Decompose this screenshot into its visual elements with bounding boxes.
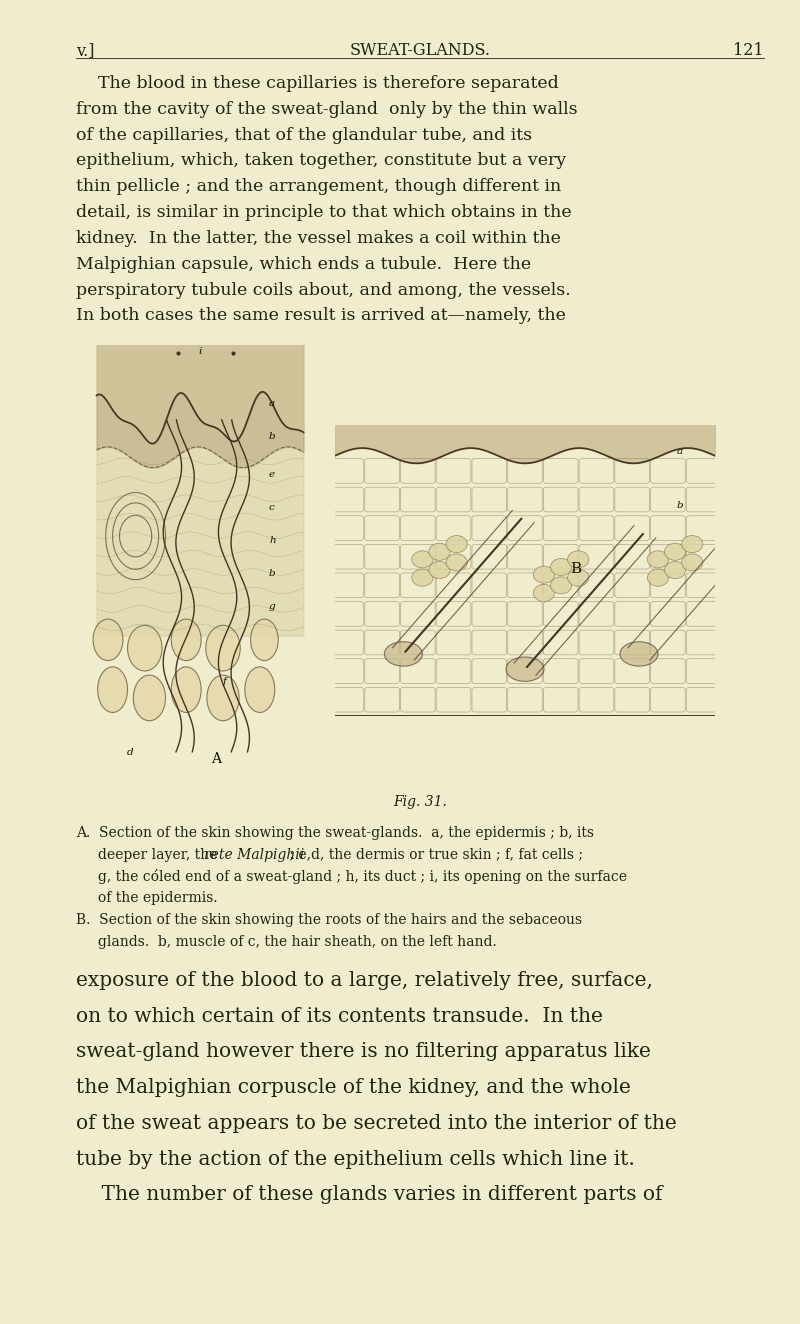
- Text: b: b: [269, 569, 276, 579]
- Text: on to which certain of its contents transude.  In the: on to which certain of its contents tran…: [76, 1006, 603, 1026]
- Text: thin pellicle ; and the arrangement, though different in: thin pellicle ; and the arrangement, tho…: [76, 179, 562, 195]
- Text: In both cases the same result is arrived at—namely, the: In both cases the same result is arrived…: [76, 307, 566, 324]
- Ellipse shape: [127, 625, 162, 671]
- Text: exposure of the blood to a large, relatively free, surface,: exposure of the blood to a large, relati…: [76, 970, 653, 990]
- Ellipse shape: [98, 667, 127, 712]
- Ellipse shape: [506, 657, 544, 682]
- Circle shape: [682, 536, 703, 552]
- Circle shape: [550, 559, 572, 576]
- Text: rete Malpighii: rete Malpighii: [204, 847, 304, 862]
- Ellipse shape: [245, 667, 274, 712]
- Text: the Malpighian corpuscle of the kidney, and the whole: the Malpighian corpuscle of the kidney, …: [76, 1078, 631, 1098]
- Text: f: f: [223, 677, 227, 686]
- Text: a: a: [269, 399, 275, 408]
- Circle shape: [534, 567, 554, 583]
- Circle shape: [446, 536, 467, 552]
- Text: detail, is similar in principle to that which obtains in the: detail, is similar in principle to that …: [76, 204, 572, 221]
- Text: d: d: [126, 748, 133, 757]
- Text: Fig. 31.: Fig. 31.: [393, 796, 447, 809]
- Circle shape: [446, 553, 467, 571]
- Text: a: a: [677, 446, 683, 455]
- Text: of the epidermis.: of the epidermis.: [76, 891, 218, 906]
- Text: g, the cóled end of a sweat-gland ; h, its duct ; i, its opening on the surface: g, the cóled end of a sweat-gland ; h, …: [76, 870, 627, 884]
- Text: SWEAT-GLANDS.: SWEAT-GLANDS.: [350, 42, 490, 60]
- Text: deeper layer, the: deeper layer, the: [76, 847, 222, 862]
- Text: b: b: [269, 433, 276, 441]
- Circle shape: [412, 551, 433, 568]
- Ellipse shape: [171, 620, 201, 661]
- Circle shape: [412, 569, 433, 587]
- Ellipse shape: [207, 675, 239, 720]
- Circle shape: [534, 584, 554, 601]
- Text: h: h: [269, 536, 276, 545]
- Text: B.  Section of the skin showing the roots of the hairs and the sebaceous: B. Section of the skin showing the roots…: [76, 914, 582, 927]
- Text: tube by the action of the epithelium cells which line it.: tube by the action of the epithelium cel…: [76, 1149, 635, 1169]
- Text: b: b: [677, 502, 684, 511]
- Text: g: g: [269, 602, 276, 612]
- Circle shape: [665, 543, 686, 560]
- Circle shape: [665, 561, 686, 579]
- Ellipse shape: [134, 675, 166, 720]
- Text: from the cavity of the sweat-gland  only by the thin walls: from the cavity of the sweat-gland only …: [76, 101, 578, 118]
- Circle shape: [429, 561, 450, 579]
- Circle shape: [682, 553, 703, 571]
- Text: kidney.  In the latter, the vessel makes a coil within the: kidney. In the latter, the vessel makes …: [76, 230, 561, 246]
- Circle shape: [567, 551, 589, 568]
- Ellipse shape: [206, 625, 240, 671]
- Text: B: B: [570, 563, 582, 576]
- Circle shape: [647, 551, 669, 568]
- Text: epithelium, which, taken together, constitute but a very: epithelium, which, taken together, const…: [76, 152, 566, 169]
- Text: e: e: [269, 470, 275, 479]
- Ellipse shape: [250, 620, 278, 661]
- Circle shape: [647, 569, 669, 587]
- Text: of the sweat appears to be secreted into the interior of the: of the sweat appears to be secreted into…: [76, 1113, 677, 1133]
- Text: Malpighian capsule, which ends a tubule.  Here the: Malpighian capsule, which ends a tubule.…: [76, 256, 531, 273]
- Text: A.  Section of the skin showing the sweat-glands.  a, the epidermis ; b, its: A. Section of the skin showing the sweat…: [76, 826, 594, 839]
- Ellipse shape: [93, 620, 123, 661]
- Text: i: i: [198, 347, 202, 356]
- Circle shape: [429, 543, 450, 560]
- Text: v.]: v.]: [76, 42, 94, 60]
- Text: perspiratory tubule coils about, and among, the vessels.: perspiratory tubule coils about, and amo…: [76, 282, 570, 298]
- Text: The number of these glands varies in different parts of: The number of these glands varies in dif…: [76, 1185, 662, 1205]
- Ellipse shape: [171, 667, 201, 712]
- Circle shape: [567, 569, 589, 587]
- Ellipse shape: [620, 642, 658, 666]
- Text: glands.  b, muscle of c, the hair sheath, on the left hand.: glands. b, muscle of c, the hair sheath,…: [76, 935, 497, 949]
- Text: c: c: [269, 503, 274, 512]
- Text: A: A: [211, 752, 222, 765]
- Text: The blood in these capillaries is therefore separated: The blood in these capillaries is theref…: [98, 75, 558, 91]
- Text: 121: 121: [734, 42, 764, 60]
- Ellipse shape: [384, 642, 422, 666]
- Text: sweat-gland however there is no filtering apparatus like: sweat-gland however there is no filterin…: [76, 1042, 651, 1062]
- Text: of the capillaries, that of the glandular tube, and its: of the capillaries, that of the glandula…: [76, 127, 532, 143]
- Text: ; e,d, the dermis or true skin ; f, fat cells ;: ; e,d, the dermis or true skin ; f, fat …: [285, 847, 583, 862]
- Circle shape: [550, 577, 572, 594]
